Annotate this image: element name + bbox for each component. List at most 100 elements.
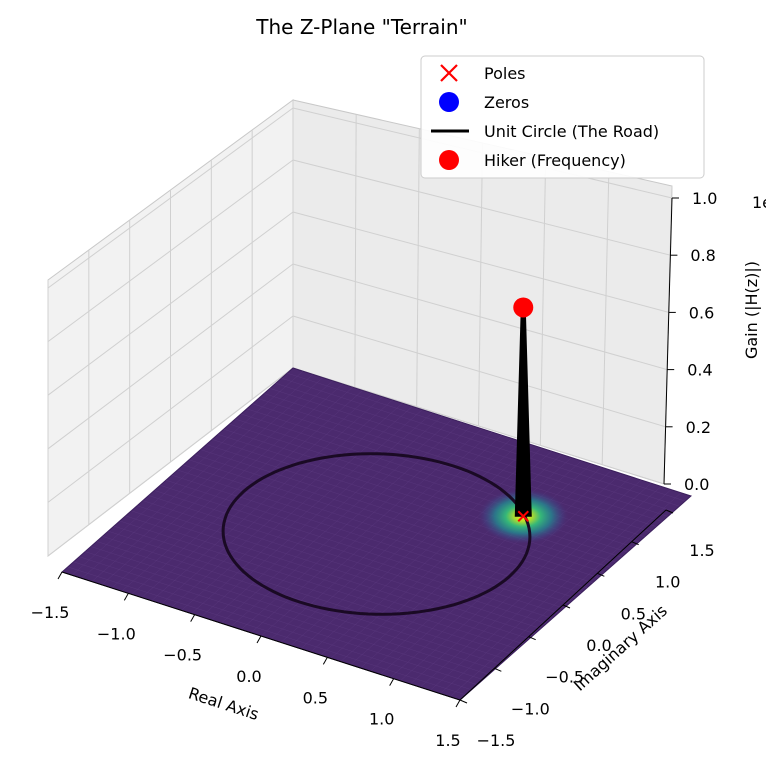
grid-line	[292, 211, 669, 313]
legend-item: Zeros	[439, 92, 529, 112]
z-offset-label: 1e11	[752, 193, 766, 212]
mesh-line	[281, 377, 680, 507]
x-tick-label: 1.0	[369, 710, 394, 729]
legend-circle-marker	[439, 92, 459, 112]
x-tick-mark	[57, 571, 63, 580]
grid-line	[47, 211, 294, 396]
legend-item: Hiker (Frequency)	[439, 150, 626, 170]
x-ticks: −1.5 −1.0 −0.5 0.0 0.5 1.0 1.5	[31, 571, 461, 750]
y-tick-label: −1.5	[477, 731, 516, 750]
y-tick-label: 0.5	[621, 604, 646, 623]
z-tick-label: 1.0	[692, 189, 717, 208]
z-axis-line	[663, 197, 673, 485]
x-tick-label: −1.0	[97, 624, 136, 643]
grid-line	[539, 157, 547, 446]
mesh-line	[439, 489, 672, 694]
mesh-line	[240, 413, 640, 543]
mesh-line	[275, 383, 674, 512]
mesh-line	[449, 492, 682, 697]
mesh-line	[380, 470, 612, 675]
z-tick-label: 0.6	[689, 303, 714, 322]
x-tick-label: 0.5	[303, 688, 328, 707]
grid-line	[47, 263, 294, 450]
legend-label: Hiker (Frequency)	[484, 151, 626, 170]
z-tick-label: 0.2	[686, 418, 711, 437]
y-ticks: −1.5 −1.0 −0.50.0 0.5 1.0 1.5	[459, 509, 715, 750]
y-tick-mark	[665, 509, 674, 514]
grid-line	[416, 128, 420, 407]
legend-circle-marker	[439, 150, 459, 170]
y-tick-label: 1.5	[689, 541, 714, 560]
y-tick-mark	[597, 572, 605, 577]
legend-label: Poles	[484, 64, 526, 83]
x-tick-mark	[190, 614, 196, 622]
mesh-line	[212, 439, 611, 568]
x-tick-mark	[123, 593, 129, 601]
grid-line	[47, 107, 294, 289]
legend: Poles Zeros Unit Circle (The Road) Hiker (F…	[420, 55, 705, 179]
z-tick-label: 0.8	[690, 246, 715, 265]
mesh-line	[390, 473, 622, 678]
chart-title: The Z-Plane "Terrain"	[255, 15, 467, 39]
legend-item: Unit Circle (The Road)	[431, 122, 659, 141]
pole-marker	[517, 510, 529, 522]
mesh-line	[410, 479, 642, 685]
legend-x-marker	[440, 64, 458, 82]
mesh-line	[194, 454, 593, 583]
mesh-line	[300, 444, 532, 649]
legend-label: Unit Circle (The Road)	[484, 122, 659, 141]
mesh-line	[258, 398, 657, 527]
mesh-line	[320, 451, 552, 656]
y-tick-mark	[631, 541, 639, 546]
legend-item: Poles	[440, 64, 526, 83]
x-tick-label: −0.5	[163, 646, 202, 665]
mesh-line	[287, 372, 686, 502]
pane-grid	[47, 100, 673, 557]
mesh-line	[246, 408, 645, 538]
unit-circle-line	[221, 452, 532, 616]
grid-line	[354, 114, 357, 388]
x-tick-mark	[256, 635, 262, 644]
y-tick-mark	[562, 604, 571, 609]
hiker-marker	[513, 297, 534, 318]
x-tick-label: 0.0	[236, 667, 261, 686]
grid-line	[292, 263, 668, 371]
y-tick-mark	[494, 667, 502, 672]
mesh-line	[264, 393, 663, 522]
mesh-line	[235, 418, 634, 548]
x-axis-label: Real Axis	[186, 683, 261, 724]
mesh-line	[252, 403, 651, 532]
y-tick-label: 1.0	[655, 573, 680, 592]
x-tick-mark	[322, 657, 328, 665]
mesh-line	[290, 441, 523, 646]
x-tick-mark	[455, 699, 461, 708]
y-tick-label: −0.5	[545, 668, 584, 687]
grid-line	[292, 315, 666, 428]
mesh-line	[429, 486, 662, 691]
mesh-line	[370, 467, 602, 672]
y-tick-label: 0.0	[586, 636, 611, 655]
z-tick-label: 0.4	[687, 361, 712, 380]
x-tick-label: −1.5	[31, 603, 70, 622]
mesh-line	[206, 444, 605, 573]
mesh-line	[310, 447, 542, 653]
pole-markers	[517, 510, 529, 522]
mesh-line	[217, 434, 617, 563]
y-tick-label: −1.0	[511, 699, 550, 718]
mesh-line	[269, 388, 668, 517]
mesh-line	[200, 449, 599, 578]
mesh-line	[420, 483, 652, 688]
grid-line	[601, 171, 610, 465]
grid-line	[47, 315, 294, 503]
grid-line	[47, 159, 294, 343]
x-tick-mark	[389, 678, 395, 686]
z-axis-label: Gain (|H(z)|)	[742, 261, 761, 359]
grid-line	[478, 142, 483, 427]
y-tick-mark	[459, 699, 468, 704]
y-tick-mark	[528, 636, 536, 641]
grid-line	[292, 367, 665, 485]
mesh-line	[400, 476, 632, 681]
x-tick-label: 1.5	[435, 731, 460, 750]
legend-box	[420, 55, 705, 179]
